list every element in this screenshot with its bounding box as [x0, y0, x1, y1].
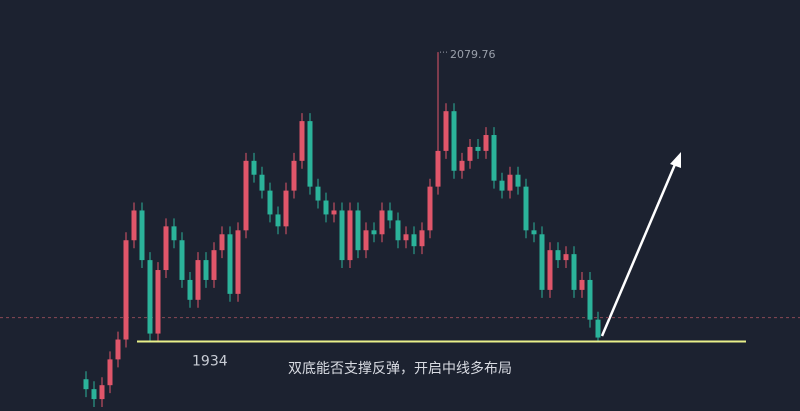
candle-body: [451, 111, 457, 171]
candle-body: [491, 135, 497, 181]
candle-body: [195, 260, 201, 300]
candle-body: [347, 210, 353, 261]
candle-body: [515, 174, 521, 187]
candle-body: [267, 190, 273, 215]
candle-body: [371, 230, 377, 235]
candle-body: [403, 234, 409, 241]
candle-body: [307, 121, 313, 187]
candle-body: [235, 230, 241, 294]
candle-body: [331, 210, 337, 215]
candle-body: [227, 234, 233, 294]
candle-body: [323, 200, 329, 215]
candle-body: [251, 160, 257, 175]
candle-body: [595, 319, 601, 338]
candle-body: [459, 160, 465, 171]
candle-body: [211, 250, 217, 280]
arrow-shaft: [600, 161, 678, 337]
candle-body: [275, 214, 281, 227]
candle-body: [587, 279, 593, 320]
arrow-head: [670, 152, 681, 168]
candle-body: [147, 260, 153, 334]
caption: 双底能否支撑反弹，开启中线多布局: [288, 360, 512, 377]
candle-body: [499, 180, 505, 191]
candle-body: [139, 210, 145, 261]
candle-body: [435, 150, 441, 187]
candle-body: [123, 240, 129, 340]
candle-body: [387, 210, 393, 221]
candle-body: [427, 186, 433, 231]
candles: [83, 52, 601, 408]
candle-body: [523, 186, 529, 231]
support-label: 1934: [192, 354, 228, 370]
peak-label: 2079.76: [450, 48, 496, 61]
candle-body: [547, 250, 553, 290]
candle-body: [579, 279, 585, 290]
candle-body: [115, 339, 121, 360]
candle-body: [99, 385, 105, 400]
candle-body: [283, 190, 289, 227]
candle-body: [107, 359, 113, 386]
candle-body: [155, 270, 161, 334]
candle-body: [131, 210, 137, 241]
candle-body: [483, 135, 489, 151]
candle-body: [219, 234, 225, 251]
candle-body: [467, 146, 473, 161]
candle-body: [443, 111, 449, 151]
candle-body: [187, 279, 193, 300]
candle-body: [563, 254, 569, 261]
candle-body: [291, 160, 297, 191]
candle-body: [315, 186, 321, 201]
candle-body: [571, 254, 577, 290]
candle-body: [555, 250, 561, 261]
candle-body: [355, 210, 361, 251]
candle-body: [179, 240, 185, 280]
candle-body: [339, 210, 345, 261]
candle-body: [395, 220, 401, 241]
candle-body: [379, 210, 385, 235]
candle-body: [299, 121, 305, 161]
candle-body: [539, 234, 545, 290]
candle-body: [419, 230, 425, 247]
candle-body: [259, 174, 265, 191]
candle-body: [171, 226, 177, 241]
candle-body: [363, 230, 369, 251]
candle-body: [203, 260, 209, 280]
candle-body: [243, 160, 249, 231]
candle-body: [83, 379, 89, 390]
candle-body: [163, 226, 169, 271]
candle-body: [91, 389, 97, 400]
candle-body: [531, 230, 537, 235]
candle-body: [507, 174, 513, 191]
candle-body: [475, 146, 481, 151]
candle-body: [411, 234, 417, 247]
